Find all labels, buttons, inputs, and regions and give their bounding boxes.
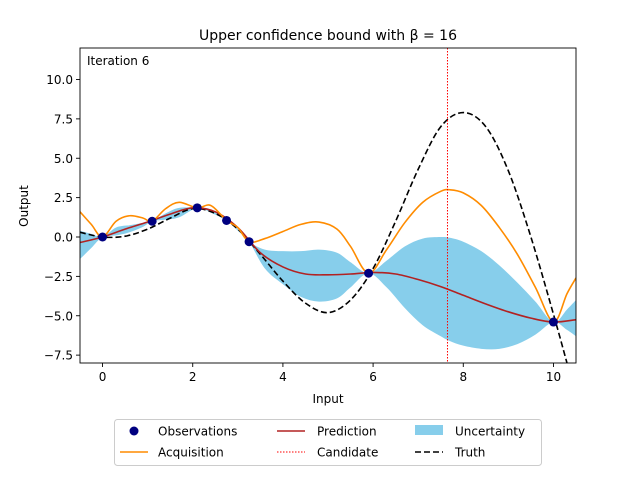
- y-tick-label: 10.0: [46, 73, 73, 87]
- plot-area: [80, 48, 576, 363]
- x-tick-label: 2: [189, 370, 197, 384]
- x-tick-label: 6: [369, 370, 377, 384]
- x-tick-label: 4: [279, 370, 287, 384]
- legend-marker-observations: [129, 426, 139, 436]
- legend-label-acquisition: Acquisition: [158, 446, 224, 460]
- observation-point: [192, 203, 202, 213]
- uncertainty-band: [80, 207, 576, 350]
- series-line-acquisition: [80, 188, 576, 323]
- observation-points: [98, 203, 558, 327]
- iteration-annotation: Iteration 6: [87, 54, 149, 68]
- observation-point: [222, 215, 232, 225]
- plot-frame: [79, 47, 577, 364]
- y-axis: −7.5 −5.0 −2.5 0.0 2.5 5.0 7.5 10.0: [44, 73, 80, 363]
- x-tick-label: 0: [99, 370, 107, 384]
- y-tick-label: −5.0: [44, 309, 73, 323]
- x-axis: 0 2 4 6 8 10: [99, 363, 561, 384]
- legend-label-observations: Observations: [158, 425, 237, 439]
- legend-label-uncertainty: Uncertainty: [455, 425, 525, 439]
- legend: Observations Acquisition Prediction Cand…: [114, 419, 542, 466]
- legend-label-prediction: Prediction: [317, 425, 377, 439]
- series-line-prediction: [80, 206, 576, 323]
- y-tick-label: −7.5: [44, 349, 73, 363]
- y-tick-label: 5.0: [54, 152, 73, 166]
- legend-marker-uncertainty: [415, 425, 443, 435]
- y-tick-label: 2.5: [54, 191, 73, 205]
- y-tick-label: −2.5: [44, 270, 73, 284]
- y-axis-label: Output: [17, 185, 31, 227]
- x-tick-label: 8: [459, 370, 467, 384]
- y-tick-label: 7.5: [54, 112, 73, 126]
- observation-point: [147, 216, 157, 226]
- observation-point: [244, 237, 254, 247]
- observation-point: [548, 317, 558, 327]
- legend-label-truth: Truth: [454, 446, 485, 460]
- legend-label-candidate: Candidate: [317, 446, 378, 460]
- series-line-truth: [80, 111, 568, 363]
- observation-point: [364, 268, 374, 278]
- chart-title: Upper confidence bound with β = 16: [199, 28, 457, 44]
- x-tick-label: 10: [546, 370, 561, 384]
- x-axis-label: Input: [312, 392, 343, 406]
- observation-point: [98, 232, 108, 242]
- y-tick-label: 0.0: [54, 231, 73, 245]
